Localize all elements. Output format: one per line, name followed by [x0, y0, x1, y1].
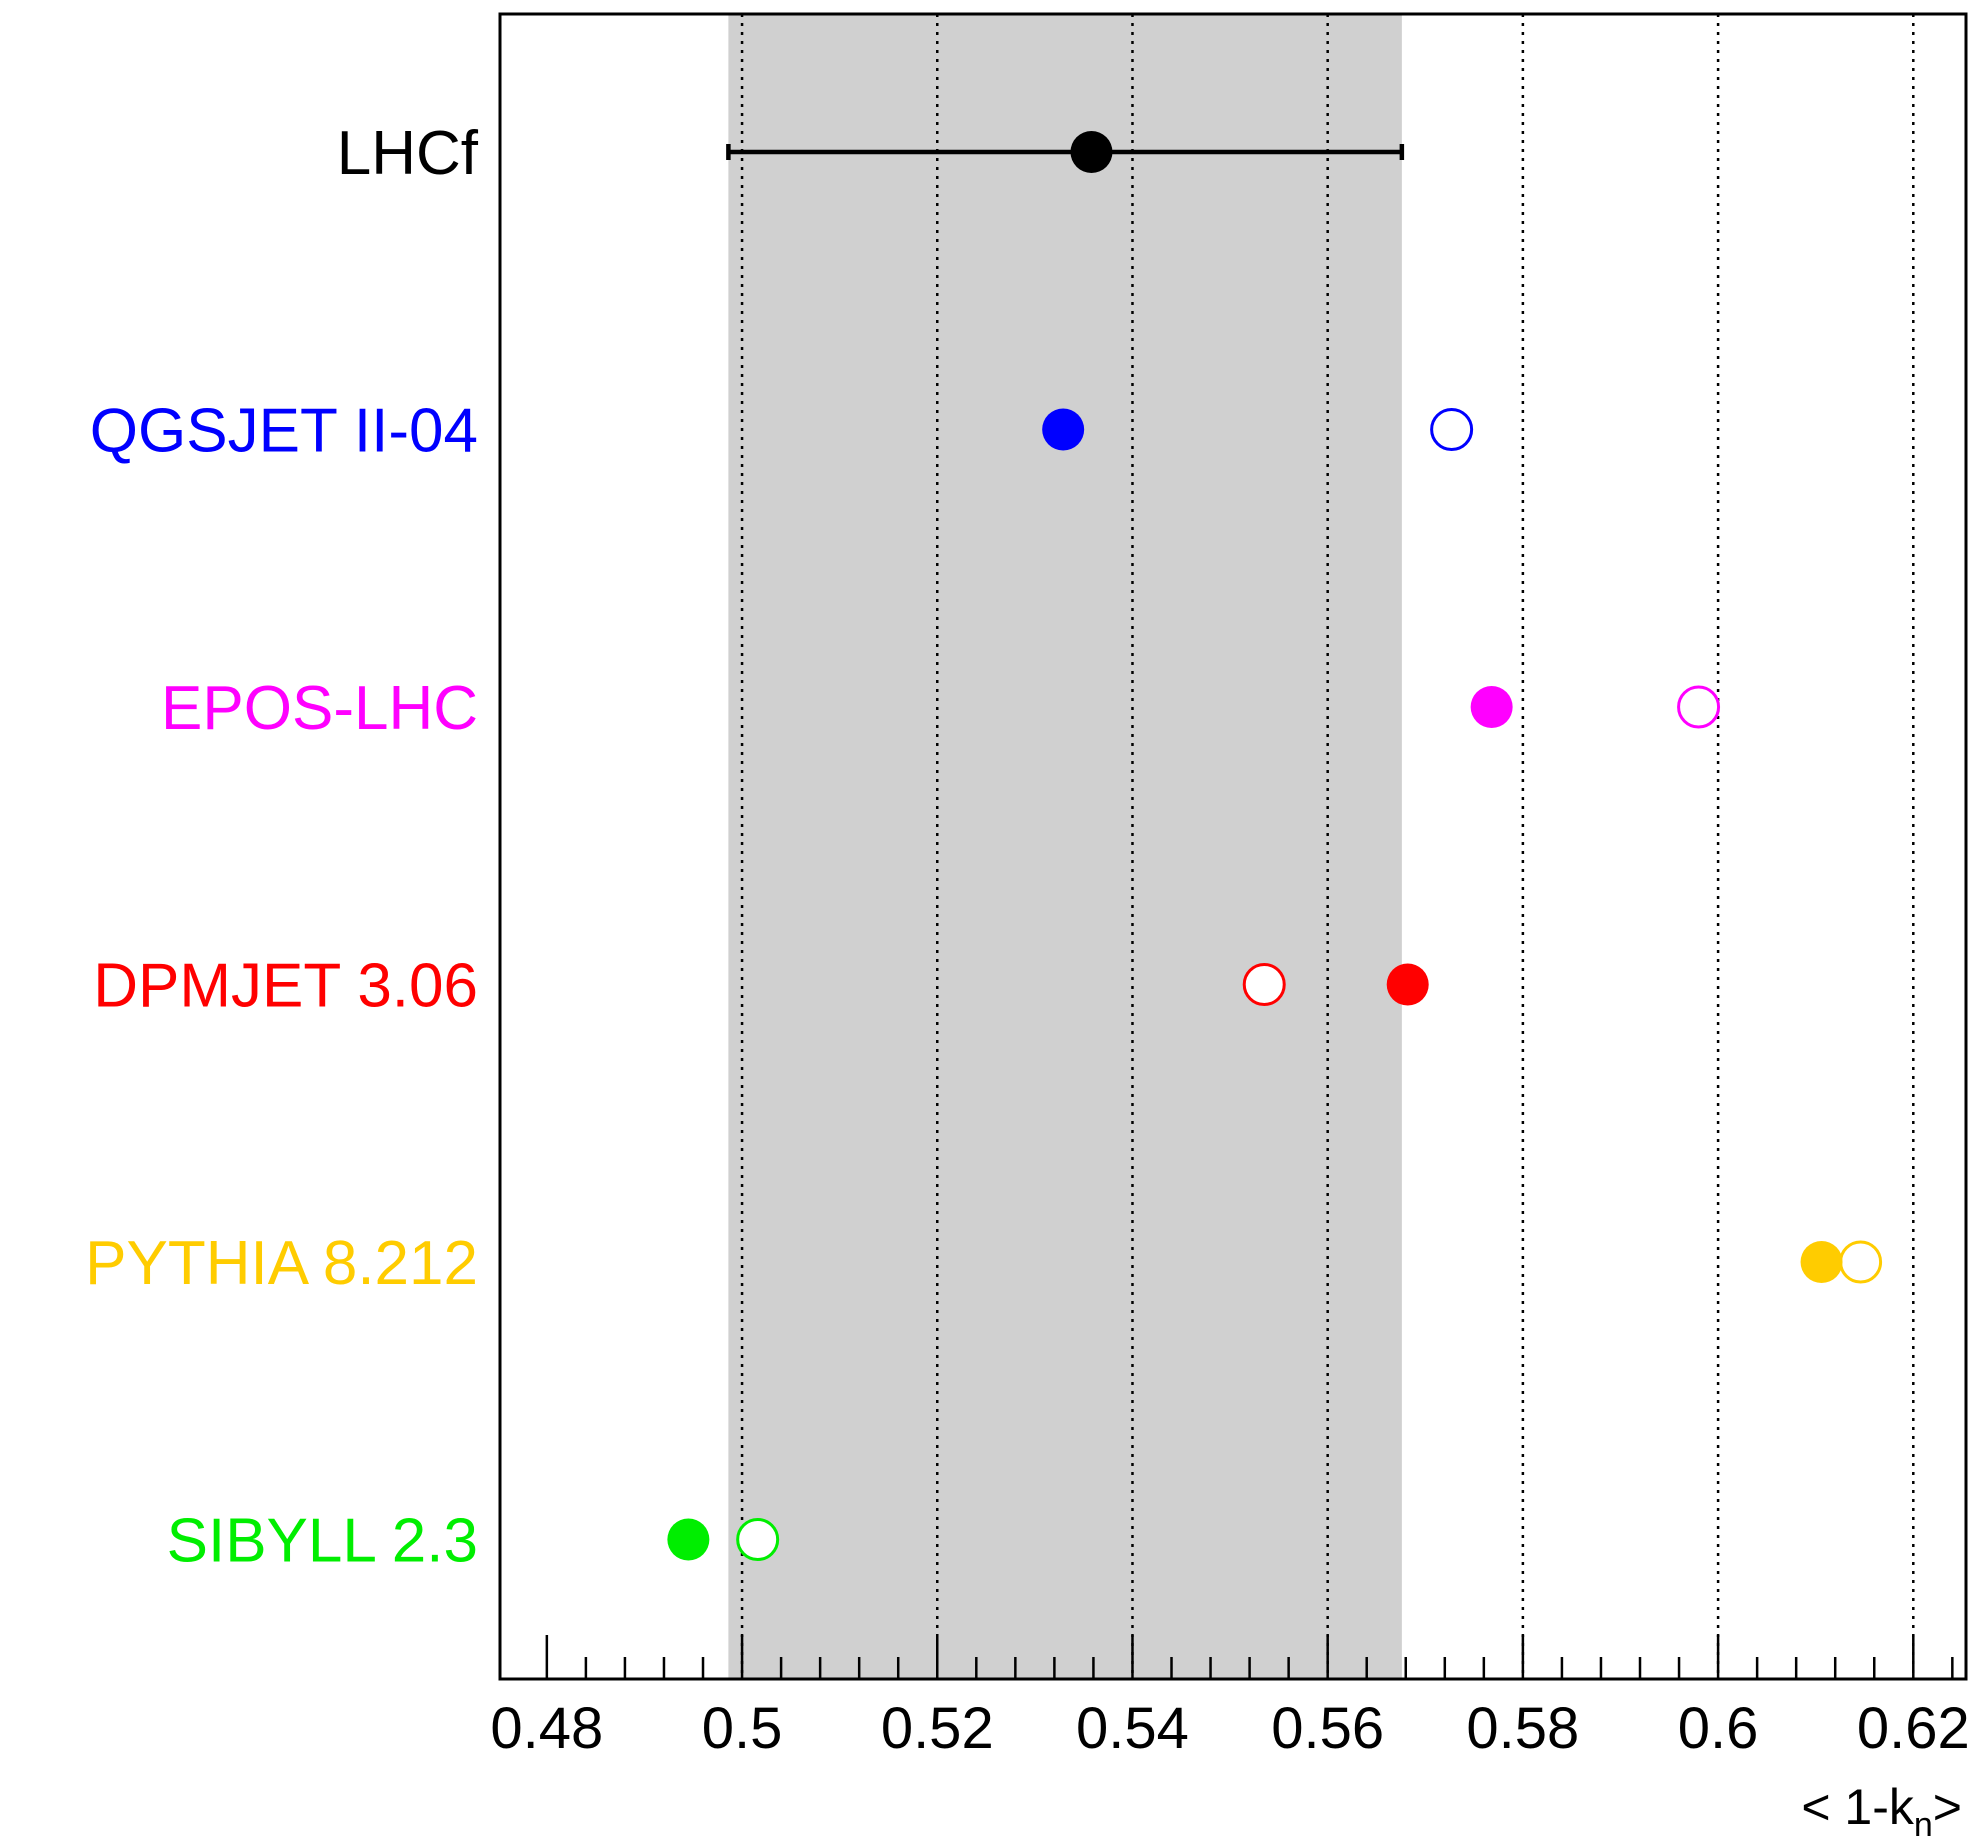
- tick-label: 0.62: [1857, 1696, 1970, 1761]
- row-label: QGSJET II-04: [90, 397, 478, 466]
- tick-label: 0.58: [1466, 1696, 1579, 1761]
- row-label: DPMJET 3.06: [93, 952, 478, 1021]
- filled-marker: [1800, 1241, 1843, 1283]
- filled-marker: [1042, 408, 1085, 451]
- plot-frame: [498, 12, 1968, 1681]
- open-marker: [736, 1518, 780, 1561]
- point-layer: [667, 131, 1883, 1561]
- row-label-layer: LHCf QGSJET II-04 EPOS-LHC DPMJET 3.06 PYTHI…: [85, 119, 479, 1576]
- tick-label: 0.54: [1076, 1696, 1189, 1761]
- open-marker: [1242, 963, 1286, 1006]
- grid-layer: [740, 14, 1915, 1679]
- filled-marker: [1386, 963, 1429, 1006]
- uncertainty-band: [728, 14, 1402, 1679]
- row-label: EPOS-LHC: [161, 674, 478, 743]
- tick-label-layer: 0.48 0.5 0.52 0.54 0.56 0.58 0.6 0.62: [490, 1696, 1969, 1761]
- filled-marker: [1470, 686, 1513, 728]
- x-axis-label: < 1-kn>: [1801, 1779, 1962, 1838]
- tick-label: 0.48: [490, 1696, 603, 1761]
- filled-marker: [667, 1518, 710, 1561]
- open-marker: [1677, 685, 1721, 729]
- tick-label: 0.5: [702, 1696, 783, 1761]
- row-label: PYTHIA 8.212: [85, 1229, 478, 1298]
- tick-label: 0.6: [1678, 1696, 1759, 1761]
- filled-marker: [1070, 131, 1113, 173]
- row-label: SIBYLL 2.3: [167, 1507, 478, 1576]
- row-label: LHCf: [337, 119, 479, 188]
- tick-layer: [545, 1635, 1954, 1679]
- tick-label: 0.52: [881, 1696, 994, 1761]
- open-marker: [1430, 408, 1474, 451]
- band-layer: [728, 14, 1402, 1679]
- tick-label: 0.56: [1271, 1696, 1384, 1761]
- error-layer: [726, 144, 1405, 160]
- open-marker: [1839, 1240, 1883, 1284]
